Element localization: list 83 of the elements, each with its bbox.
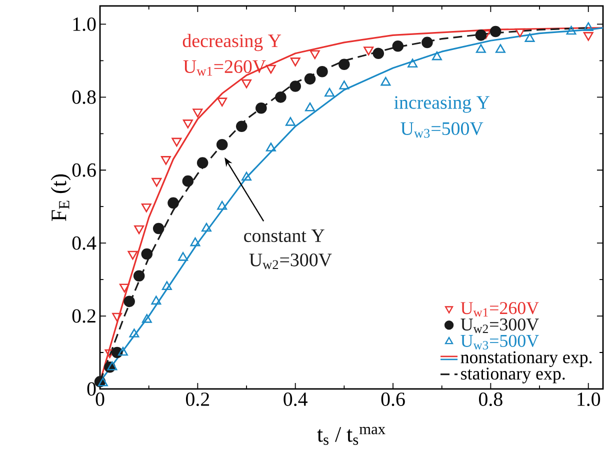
point bbox=[118, 346, 128, 356]
point bbox=[392, 40, 404, 52]
point bbox=[168, 197, 179, 209]
point bbox=[266, 64, 276, 74]
point bbox=[196, 157, 208, 168]
point bbox=[152, 222, 164, 234]
legend-label: stationary exp. bbox=[461, 368, 565, 384]
point bbox=[290, 58, 300, 66]
point bbox=[242, 172, 252, 181]
point bbox=[304, 73, 316, 85]
point bbox=[380, 76, 391, 86]
point bbox=[364, 46, 374, 56]
point bbox=[129, 328, 140, 338]
x-axis-title: t$_{s}$ / t$_{s}$max bbox=[317, 426, 386, 445]
point bbox=[142, 314, 152, 323]
legend-label: nonstationary exp. bbox=[460, 351, 592, 367]
point bbox=[266, 142, 276, 152]
point bbox=[178, 252, 188, 261]
annotation: decreasing Y bbox=[182, 34, 282, 52]
y-tick-label: 0.4 bbox=[72, 236, 96, 250]
point bbox=[152, 178, 162, 187]
point bbox=[339, 80, 350, 90]
point bbox=[190, 237, 200, 246]
point bbox=[141, 203, 152, 212]
point bbox=[524, 33, 535, 42]
point bbox=[217, 200, 228, 210]
point bbox=[566, 26, 576, 35]
x-tick-label: 1.0 bbox=[578, 392, 600, 406]
point bbox=[422, 36, 433, 48]
point bbox=[290, 80, 301, 92]
point bbox=[217, 98, 228, 106]
point bbox=[98, 378, 108, 386]
legend-label: U$_{w2}$=300V bbox=[460, 318, 539, 334]
point bbox=[182, 175, 194, 187]
point bbox=[151, 296, 162, 305]
x-tick-label: 0.6 bbox=[381, 392, 405, 406]
point bbox=[583, 32, 594, 41]
x-tick-label: 0.4 bbox=[284, 392, 308, 406]
point bbox=[372, 48, 384, 60]
point bbox=[310, 50, 320, 60]
point bbox=[476, 44, 486, 53]
legend-label: U$_{w3}$=500V bbox=[460, 334, 539, 350]
point bbox=[305, 102, 315, 112]
point bbox=[316, 66, 328, 78]
annotation: constant Y bbox=[244, 230, 324, 242]
point bbox=[236, 120, 248, 132]
point bbox=[216, 138, 228, 150]
legend-label: U$_{w1}$=260V bbox=[460, 302, 539, 317]
y-tick-label: 0 bbox=[87, 382, 96, 396]
x-tick-label: 0.2 bbox=[186, 392, 210, 406]
point bbox=[242, 79, 252, 88]
point bbox=[107, 361, 118, 370]
point bbox=[162, 281, 172, 290]
point bbox=[583, 22, 594, 32]
annotation: U$_{w1}$=260V bbox=[183, 60, 266, 76]
point bbox=[133, 270, 145, 282]
annotation: increasing Y bbox=[394, 96, 490, 113]
x-tick-label: 0 bbox=[96, 392, 104, 406]
point bbox=[408, 58, 418, 68]
point bbox=[172, 138, 182, 147]
annotation: U$_{w2}$=300V bbox=[249, 254, 332, 270]
point bbox=[192, 108, 203, 118]
point bbox=[324, 88, 335, 97]
x-tick-label: 0.8 bbox=[479, 392, 502, 406]
annotation: U$_{w3}$=500V bbox=[400, 122, 484, 138]
point bbox=[515, 28, 525, 38]
point bbox=[475, 30, 487, 41]
point bbox=[275, 92, 286, 103]
point bbox=[285, 117, 296, 126]
point bbox=[182, 120, 193, 128]
point bbox=[495, 44, 506, 53]
y-tick-label: 0.2 bbox=[72, 309, 96, 323]
point bbox=[201, 222, 212, 232]
point bbox=[256, 102, 267, 114]
point bbox=[338, 58, 350, 70]
point bbox=[141, 248, 153, 260]
y-tick-label: 1.0 bbox=[73, 17, 96, 31]
y-axis-title: F$_{E}$ (t) bbox=[50, 174, 71, 221]
point bbox=[432, 51, 442, 60]
y-tick-label: 0.8 bbox=[72, 90, 96, 104]
y-tick-label: 0.6 bbox=[72, 163, 96, 177]
point bbox=[490, 26, 502, 38]
point bbox=[124, 296, 135, 308]
